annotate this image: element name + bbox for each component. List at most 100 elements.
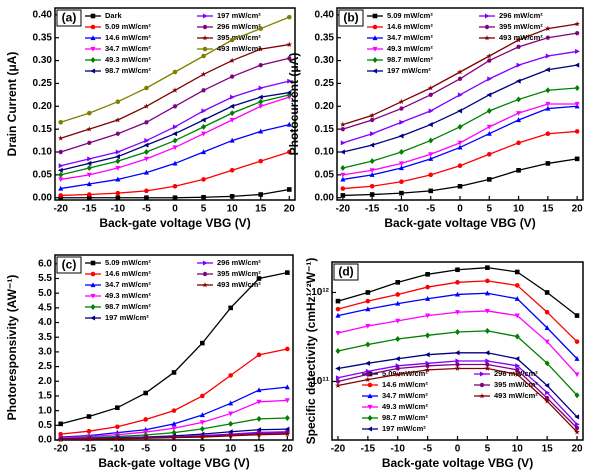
data-point xyxy=(172,145,178,151)
legend-label: 34.7 mW/cm² xyxy=(105,280,151,289)
data-point xyxy=(86,140,92,145)
x-tick-label: 15 xyxy=(542,444,554,455)
data-point xyxy=(86,414,92,419)
data-point xyxy=(256,399,262,405)
data-point xyxy=(365,306,371,312)
data-point xyxy=(457,69,463,75)
data-point xyxy=(286,149,292,155)
legend-marker xyxy=(479,393,485,399)
data-point xyxy=(201,108,207,114)
data-point xyxy=(340,121,346,127)
data-point xyxy=(486,53,493,59)
data-point xyxy=(544,360,550,367)
data-point xyxy=(172,131,178,137)
data-point xyxy=(200,393,205,399)
data-point xyxy=(258,104,264,110)
data-point xyxy=(115,190,121,196)
y-tick-label: 10¹¹ xyxy=(311,376,329,387)
data-point xyxy=(58,185,64,191)
data-point xyxy=(365,376,371,383)
x-tick-label: 10 xyxy=(227,204,239,215)
data-point xyxy=(229,110,235,117)
data-point xyxy=(486,107,492,114)
y-tick-label: 0.25 xyxy=(315,78,335,89)
x-tick-label: -10 xyxy=(110,444,125,455)
data-point xyxy=(455,267,460,273)
data-point xyxy=(484,308,490,314)
data-point xyxy=(514,295,520,301)
data-point xyxy=(486,130,492,136)
data-point xyxy=(58,177,64,183)
data-point xyxy=(574,339,580,344)
data-point xyxy=(229,137,235,143)
data-point xyxy=(544,396,550,401)
y-tick-label: 0.05 xyxy=(33,169,53,180)
data-point xyxy=(365,323,371,329)
legend-marker xyxy=(372,35,378,41)
legend-marker xyxy=(367,393,373,399)
y-tick-label: 0.5 xyxy=(38,420,52,431)
data-point xyxy=(457,183,463,189)
data-point xyxy=(369,117,375,123)
data-point xyxy=(335,348,341,354)
data-point xyxy=(287,78,293,84)
data-point xyxy=(172,124,178,130)
data-point xyxy=(369,158,375,165)
data-point xyxy=(115,149,121,155)
x-tick-label: -15 xyxy=(82,204,97,215)
data-point xyxy=(228,373,233,378)
data-point xyxy=(86,110,92,116)
y-tick-label: 0.10 xyxy=(33,147,53,158)
x-tick-label: 15 xyxy=(255,204,267,215)
y-tick-label: 1.0 xyxy=(38,405,52,416)
data-point xyxy=(228,411,234,417)
x-tick-label: 0 xyxy=(171,444,177,455)
data-point xyxy=(487,76,493,82)
data-point xyxy=(454,310,461,315)
data-point xyxy=(516,111,522,116)
legend-marker xyxy=(484,13,490,19)
x-tick-label: 0 xyxy=(457,204,463,215)
data-point xyxy=(574,129,580,134)
data-point xyxy=(172,183,178,189)
legend-label: 98.7 mW/cm² xyxy=(105,66,151,75)
data-point xyxy=(365,360,370,366)
data-point xyxy=(201,194,206,200)
data-point xyxy=(58,119,64,125)
data-point xyxy=(256,431,262,438)
data-point xyxy=(115,195,121,201)
data-point xyxy=(143,169,149,175)
data-point xyxy=(58,149,64,155)
data-point xyxy=(395,366,401,371)
x-tick-label: 0 xyxy=(455,444,461,455)
legend-marker xyxy=(90,57,96,63)
data-point xyxy=(229,74,235,79)
data-point xyxy=(340,149,345,155)
y-tick-label: 2.5 xyxy=(38,361,52,372)
legend-label: 296 mW/cm² xyxy=(217,22,261,31)
data-point xyxy=(399,119,405,125)
data-point xyxy=(457,108,463,114)
data-point xyxy=(486,124,492,130)
data-point xyxy=(258,85,264,91)
legend-label: 493 mW/cm² xyxy=(217,44,261,53)
x-tick-label: 20 xyxy=(571,444,583,455)
data-point xyxy=(395,318,401,324)
x-tick-label: 20 xyxy=(282,444,294,455)
data-point xyxy=(58,163,64,169)
data-point xyxy=(229,194,235,199)
data-point xyxy=(424,366,431,373)
legend-marker xyxy=(479,371,485,377)
data-point xyxy=(545,161,551,166)
x-tick-label: 20 xyxy=(572,204,584,215)
x-tick-label: -5 xyxy=(142,204,151,215)
data-point xyxy=(514,371,521,377)
data-point xyxy=(545,87,551,94)
data-point xyxy=(574,21,580,27)
y-tick-label: 3.0 xyxy=(38,347,52,358)
data-point xyxy=(335,379,341,384)
data-point xyxy=(455,358,461,364)
x-tick-label: -20 xyxy=(53,444,68,455)
